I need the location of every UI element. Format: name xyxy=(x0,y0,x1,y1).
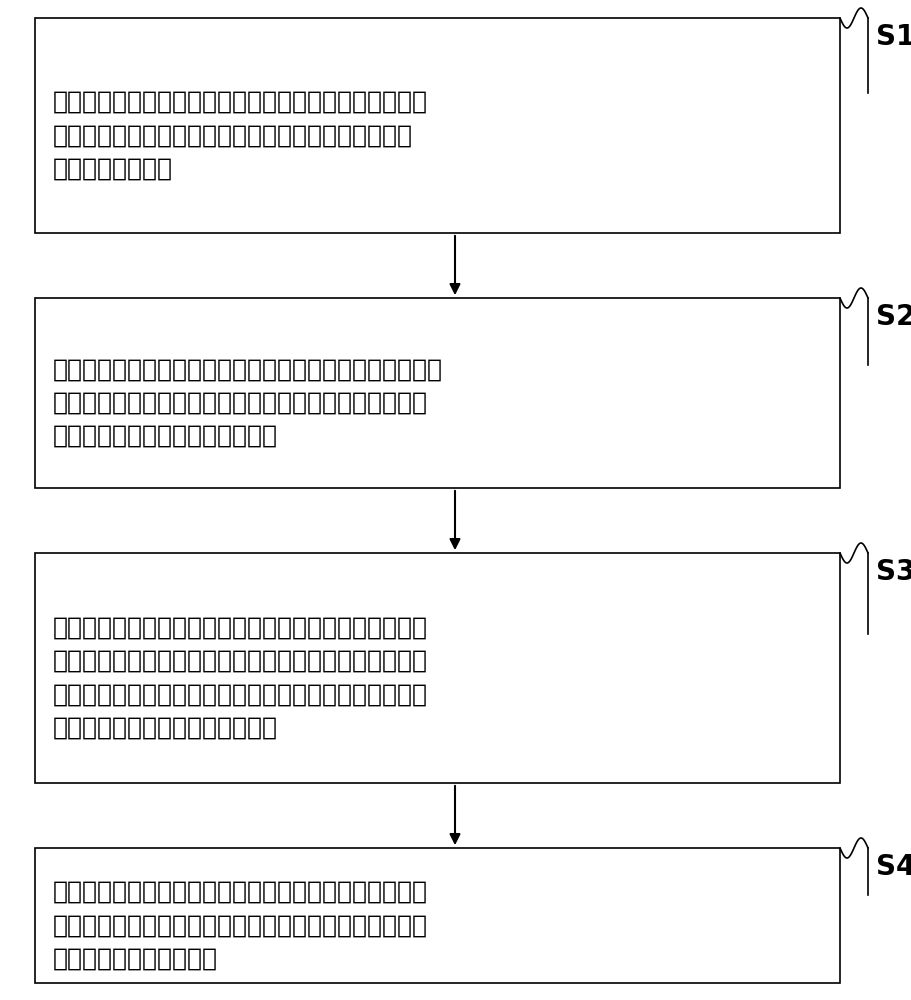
Text: 底部定位块进行多角度数据采集直至采集到待测产品、顶: 底部定位块进行多角度数据采集直至采集到待测产品、顶 xyxy=(53,391,427,415)
Text: 将采集到的多幅数据图像导入到数据采集软件中，对多幅: 将采集到的多幅数据图像导入到数据采集软件中，对多幅 xyxy=(53,616,427,640)
Text: 据拼接误差以及误差来源: 据拼接误差以及误差来源 xyxy=(53,947,218,971)
Bar xyxy=(35,553,840,783)
Text: 将数据拼接完成后的顶部定位块和底部定位块的完整数据: 将数据拼接完成后的顶部定位块和底部定位块的完整数据 xyxy=(53,880,427,904)
Text: 产品夹持在夹具上: 产品夹持在夹具上 xyxy=(53,157,172,181)
Text: 幅数据图像中待测产品的数据拼接: 幅数据图像中待测产品的数据拼接 xyxy=(53,716,278,740)
Text: S3: S3 xyxy=(876,558,911,586)
Bar xyxy=(35,848,840,983)
Bar xyxy=(35,18,840,233)
Bar xyxy=(35,298,840,488)
Text: S2: S2 xyxy=(876,303,911,331)
Text: 成顶部定位块和底部定位块的数据拼接，从而间接完成多: 成顶部定位块和底部定位块的数据拼接，从而间接完成多 xyxy=(53,682,427,706)
Text: 部定位块和底部定位块的全部数据: 部定位块和底部定位块的全部数据 xyxy=(53,424,278,448)
Text: 与其预存的标准数据进行比对，根据比对结果快速判断数: 与其预存的标准数据进行比对，根据比对结果快速判断数 xyxy=(53,913,427,937)
Text: 数据图像中顶部定位块和底部定位块的数据进行注册，完: 数据图像中顶部定位块和底部定位块的数据进行注册，完 xyxy=(53,649,427,673)
Text: 将顶部定位块固定在支撑架上，将支撑架和底部定位块固: 将顶部定位块固定在支撑架上，将支撑架和底部定位块固 xyxy=(53,90,427,114)
Text: 定在测量平台上，将夹具固定在底部定位块上，将待测: 定在测量平台上，将夹具固定在底部定位块上，将待测 xyxy=(53,123,413,147)
Text: S4: S4 xyxy=(876,853,911,881)
Text: S1: S1 xyxy=(876,23,911,51)
Text: 利用非接触式光学扫描检测设备对待测产品、顶部定位块、: 利用非接触式光学扫描检测设备对待测产品、顶部定位块、 xyxy=(53,357,443,381)
